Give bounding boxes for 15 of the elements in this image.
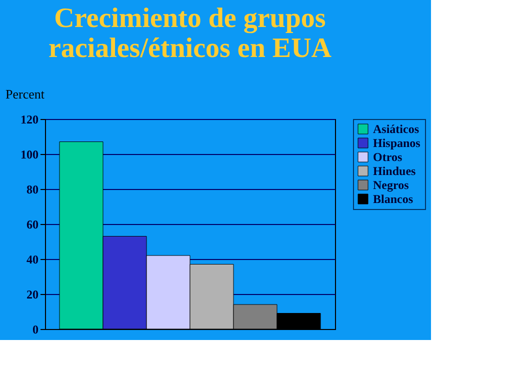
y-tick-label: 20 <box>26 288 38 302</box>
legend-label: Blancos <box>373 192 414 206</box>
y-axis-title: Percent <box>6 86 45 102</box>
y-tick-label: 0 <box>32 322 38 336</box>
legend-label: Asiáticos <box>373 122 420 136</box>
legend-label: Otros <box>373 150 402 164</box>
legend-label: Hispanos <box>373 136 421 150</box>
legend-label: Hindues <box>373 164 416 178</box>
y-tick-label: 100 <box>20 148 38 162</box>
y-tick-label: 60 <box>26 218 38 232</box>
y-tick-label: 80 <box>26 182 38 196</box>
y-tick-label: 40 <box>26 252 38 266</box>
chart-title: Crecimiento de grupos raciales/étnicos en EUA <box>48 3 332 64</box>
y-tick-label: 120 <box>20 112 38 126</box>
legend-label: Negros <box>373 178 410 192</box>
